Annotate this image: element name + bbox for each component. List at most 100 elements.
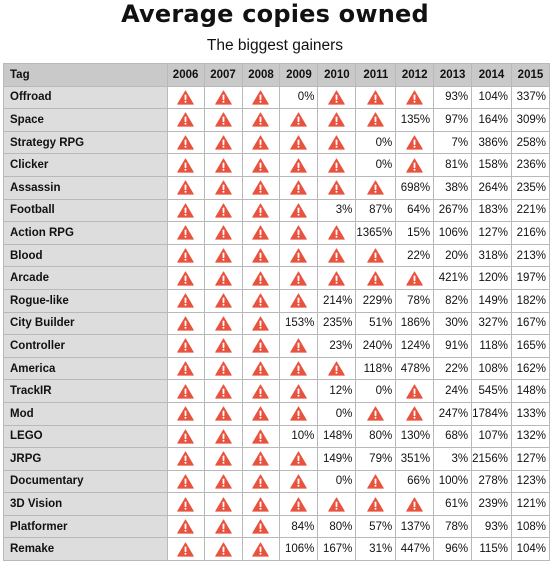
value-cell: 93%: [433, 85, 473, 110]
value-cell: 240%: [355, 334, 397, 358]
warning-cell: [279, 108, 319, 132]
value-cell: 10%: [279, 424, 319, 449]
warning-cell: [241, 424, 281, 449]
warning-triangle-icon: [252, 496, 270, 512]
warning-cell: [241, 401, 281, 426]
value-cell: 20%: [433, 243, 473, 268]
column-header-year: 2006: [166, 63, 205, 87]
warning-cell: [166, 266, 205, 290]
warning-cell: [355, 175, 397, 200]
table-row: America 118% 478% 22% 108% 162%: [3, 356, 550, 381]
row-tag-label: Remake: [3, 537, 168, 562]
warning-cell: [203, 356, 243, 381]
value-cell: 213%: [510, 243, 550, 268]
warning-triangle-icon: [367, 180, 385, 195]
row-tag-label: Documentary: [3, 469, 168, 494]
value-cell: 3%: [433, 447, 473, 471]
warning-triangle-icon: [252, 248, 270, 263]
warning-triangle-icon: [328, 361, 346, 376]
value-cell: 80%: [317, 514, 357, 539]
value-cell: 7%: [433, 130, 473, 155]
warning-triangle-icon: [290, 112, 308, 128]
warning-cell: [166, 379, 205, 403]
value-cell: 124%: [395, 334, 435, 358]
value-cell: 115%: [471, 537, 512, 562]
row-tag-label: Mod: [3, 401, 168, 426]
warning-triangle-icon: [214, 429, 232, 444]
value-cell: 79%: [355, 447, 397, 471]
value-cell: 106%: [279, 537, 319, 562]
value-cell: 3%: [317, 198, 357, 223]
table-row: 3D Vision 61% 239% 121%: [3, 492, 550, 516]
warning-triangle-icon: [290, 203, 308, 218]
value-cell: 258%: [510, 130, 550, 155]
warning-cell: [203, 108, 243, 132]
warning-cell: [241, 130, 281, 155]
warning-cell: [203, 492, 243, 516]
warning-cell: [317, 221, 357, 245]
value-cell: 38%: [433, 175, 473, 200]
warning-triangle-icon: [252, 361, 270, 376]
value-cell: 104%: [510, 537, 550, 562]
value-cell: 91%: [433, 334, 473, 358]
row-tag-label: Offroad: [3, 85, 168, 110]
value-cell: 235%: [317, 311, 357, 336]
warning-triangle-icon: [252, 338, 270, 354]
warning-triangle-icon: [214, 496, 232, 512]
value-cell: 100%: [433, 469, 473, 494]
row-tag-label: Strategy RPG: [3, 130, 168, 155]
warning-triangle-icon: [290, 406, 308, 421]
warning-cell: [355, 85, 397, 110]
value-cell: 106%: [433, 221, 473, 245]
warning-cell: [395, 85, 435, 110]
value-cell: 78%: [433, 514, 473, 539]
warning-triangle-icon: [406, 158, 423, 173]
warning-triangle-icon: [290, 474, 308, 489]
warning-triangle-icon: [406, 406, 423, 421]
value-cell: 81%: [433, 153, 473, 177]
warning-cell: [241, 492, 281, 516]
warning-cell: [279, 198, 319, 223]
value-cell: 2156%: [471, 447, 512, 471]
column-header-tag: Tag: [3, 63, 168, 87]
warning-cell: [241, 537, 281, 562]
warning-cell: [355, 243, 397, 268]
warning-triangle-icon: [214, 90, 232, 105]
value-cell: 133%: [510, 401, 550, 426]
table-row: Action RPG 1365% 15% 106% 127% 216%: [3, 221, 550, 245]
warning-triangle-icon: [290, 225, 308, 241]
warning-cell: [241, 243, 281, 268]
value-cell: 386%: [471, 130, 512, 155]
warning-cell: [166, 108, 205, 132]
value-cell: 183%: [471, 198, 512, 223]
warning-cell: [241, 311, 281, 336]
column-header-year: 2011: [355, 63, 397, 87]
value-cell: 235%: [510, 175, 550, 200]
warning-cell: [241, 288, 281, 313]
warning-triangle-icon: [177, 180, 194, 195]
table-row: Rogue-like 214% 229% 78% 82% 149% 182%: [3, 288, 550, 313]
chart-title: Average copies owned: [121, 0, 429, 28]
warning-cell: [355, 108, 397, 132]
value-cell: 0%: [279, 85, 319, 110]
value-cell: 197%: [510, 266, 550, 290]
warning-triangle-icon: [177, 338, 194, 354]
value-cell: 64%: [395, 198, 435, 223]
value-cell: 57%: [355, 514, 397, 539]
warning-triangle-icon: [214, 135, 232, 150]
row-tag-label: LEGO: [3, 424, 168, 449]
warning-cell: [395, 153, 435, 177]
warning-triangle-icon: [328, 248, 346, 263]
value-cell: 318%: [471, 243, 512, 268]
value-cell: 239%: [471, 492, 512, 516]
warning-cell: [203, 537, 243, 562]
warning-cell: [166, 356, 205, 381]
warning-triangle-icon: [252, 406, 270, 421]
data-table: Tag 2006 2007 2008 2009 2010 2011 2012 2013 2014 2…: [3, 63, 550, 562]
value-cell: 130%: [395, 424, 435, 449]
row-tag-label: Controller: [3, 334, 168, 358]
value-cell: 107%: [471, 424, 512, 449]
warning-cell: [241, 85, 281, 110]
warning-triangle-icon: [177, 429, 194, 444]
warning-cell: [317, 153, 357, 177]
